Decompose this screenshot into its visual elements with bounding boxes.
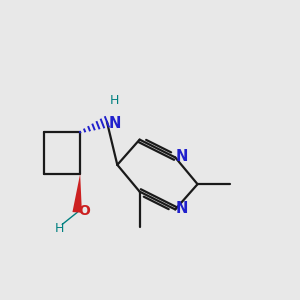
Text: H: H <box>110 94 119 107</box>
Text: N: N <box>108 116 121 131</box>
Text: N: N <box>176 201 188 216</box>
Polygon shape <box>72 174 82 213</box>
Text: O: O <box>79 204 91 218</box>
Text: H: H <box>55 222 64 235</box>
Text: N: N <box>176 149 188 164</box>
